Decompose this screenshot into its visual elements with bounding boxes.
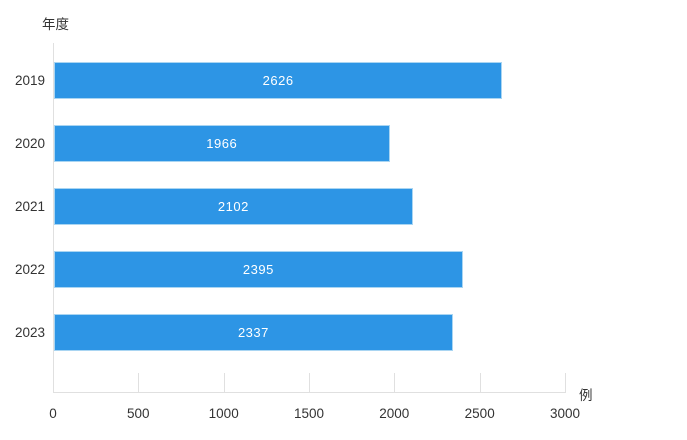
x-tick-mark — [394, 373, 396, 392]
x-tick-label: 1000 — [208, 406, 239, 421]
bar-2019: 2626 — [54, 62, 503, 99]
y-axis-label: 2021 — [14, 198, 45, 214]
bar-2021: 2102 — [54, 188, 413, 225]
bar-2020: 1966 — [54, 125, 390, 162]
x-tick-mark — [309, 373, 310, 392]
x-tick-mark — [479, 373, 481, 392]
x-tick-label: 2500 — [464, 406, 495, 421]
x-tick-label: 2000 — [379, 406, 410, 421]
bar-value-label: 2626 — [262, 73, 294, 88]
x-tick-label: 1500 — [293, 406, 325, 421]
y-axis-label: 2019 — [14, 72, 45, 88]
y-axis-label: 2020 — [14, 135, 45, 151]
bar-2022: 2395 — [54, 251, 463, 288]
bar-value-label: 2102 — [217, 199, 249, 214]
y-axis-label: 2023 — [14, 324, 45, 340]
x-tick-label: 0 — [49, 406, 57, 421]
x-tick-label: 500 — [127, 406, 150, 421]
y-axis-label: 2022 — [14, 261, 45, 277]
x-axis-unit-label: 例 — [579, 388, 593, 403]
bar-value-label: 1966 — [206, 136, 238, 151]
x-tick-mark — [138, 373, 140, 392]
bar-2023: 2337 — [54, 314, 453, 351]
y-axis-title: 年度 — [42, 17, 69, 32]
x-tick-mark — [223, 373, 225, 392]
x-tick-mark — [565, 373, 566, 392]
bar-value-label: 2395 — [242, 262, 274, 277]
x-tick-label: 3000 — [549, 406, 581, 421]
bar-value-label: 2337 — [237, 325, 269, 340]
plot-area: 2626 1966 2102 2395 2337 — [53, 43, 566, 393]
